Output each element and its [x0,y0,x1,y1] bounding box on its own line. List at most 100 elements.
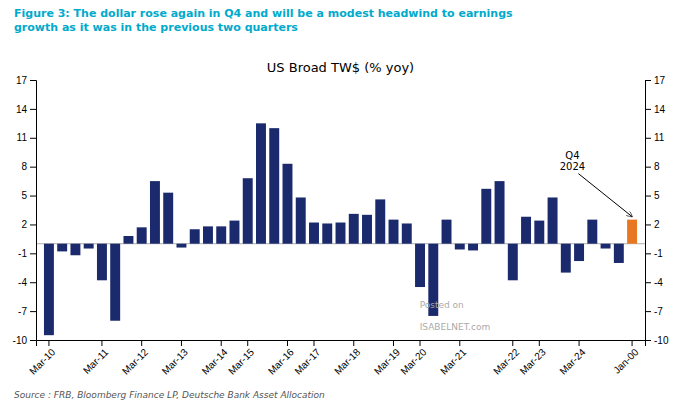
x-tick-label: Mar-17 [292,346,322,376]
y2-tick-mark [645,138,651,139]
x-tick-mark [287,340,288,346]
bar [97,244,107,281]
bar [402,223,412,243]
y2-tick: 5 [645,190,660,201]
x-tick-mark [313,340,314,346]
y-tick-mark [30,196,36,197]
x-tick: Mar-21 [438,340,468,377]
figure-title-line: Figure 3: The dollar rose again in Q4 an… [14,7,513,20]
y-tick-label: 14 [16,104,28,115]
figure-title-line: growth as it was in the previous two qua… [14,21,298,34]
bar [389,220,399,244]
bar [336,223,346,244]
y-tick: 14 [16,104,36,115]
bar [495,181,505,244]
y-tick-label: 5 [21,190,27,201]
y-tick-mark [30,138,36,139]
watermark: Posted onISABELNET.com [420,300,491,332]
y-tick-label: -7 [18,306,27,317]
x-tick-mark [221,340,222,346]
x-tick-mark [459,340,460,346]
source: Source : FRB, Bloomberg Finance LP, Deut… [14,390,325,400]
chart-title: US Broad TW$ (% yoy) [267,60,414,75]
x-tick-mark [181,340,182,346]
bar [442,220,452,244]
x-axis: Mar-10Mar-11Mar-12Mar-13Mar-14Mar-15Mar-… [27,340,645,377]
y2-axis-line [646,81,652,341]
bar [57,244,67,252]
x-tick: Mar-16 [266,340,296,377]
bar [70,244,80,256]
chart: Figure 3: The dollar rose again in Q4 an… [0,0,681,404]
x-tick-label: Mar-19 [372,346,402,376]
x-tick-mark [539,340,540,346]
y-tick-mark [30,224,36,225]
y2-tick: -1 [645,248,663,259]
y2-tick-mark [645,167,651,168]
y-tick: -4 [18,277,36,288]
y2-tick-label: 14 [654,104,666,115]
y2-tick-mark [645,253,651,254]
bar [123,236,133,244]
y-tick: -7 [18,306,36,317]
bar [216,226,226,243]
y2-tick-mark [645,109,651,110]
bar [455,244,465,250]
y-axis: -10-7-4-1258111417 [13,75,37,346]
bar [614,244,624,263]
x-tick: Mar-24 [557,340,587,377]
bar [44,244,54,335]
x-tick-label: Mar-10 [27,346,57,376]
x-tick-label: Mar-21 [438,346,468,376]
y-tick-mark [30,282,36,283]
y-tick-label: -4 [18,277,27,288]
x-tick-label: Mar-23 [518,346,548,376]
x-axis-line [37,341,646,347]
x-tick-mark [141,340,142,346]
x-tick-label: Mar-18 [332,346,362,376]
bar [375,199,385,243]
annotation: Q42024 [560,150,585,172]
y2-tick: 11 [645,132,665,143]
y-tick-mark [30,253,36,254]
y-tick: -1 [18,248,36,259]
x-tick-label: Mar-16 [266,346,296,376]
x-tick: Mar-10 [27,340,57,377]
y2-tick-label: 8 [654,161,660,172]
bar [269,128,279,244]
bar [203,226,213,243]
annotation-line: 2024 [560,161,585,172]
x-tick-mark [101,340,102,346]
x-tick-label: Mar-15 [226,346,256,376]
y-tick: 8 [21,161,36,172]
y-tick-mark [30,340,36,341]
plot: US Broad TW$ (% yoy) Mar-10 Mar-11 Mar-12 Ma… [13,60,669,377]
x-tick: Mar-22 [491,340,521,377]
y-tick-label: 2 [21,219,27,230]
y-tick-label: -1 [18,248,27,259]
bar [468,244,478,251]
x-tick-label: Jan-00 [611,346,641,376]
annotation-arrow [578,174,632,217]
x-tick-label: Mar-12 [120,346,150,376]
x-tick: Mar-23 [518,340,548,377]
y2-tick-mark [645,196,651,197]
y-tick: 5 [21,190,36,201]
bar [176,244,186,248]
bar [601,244,611,249]
bar [548,197,558,243]
y2-tick: 17 [645,75,666,86]
x-tick-mark [353,340,354,346]
y2-tick-label: -4 [654,277,663,288]
x-tick-label: Mar-11 [81,346,111,376]
bar [415,244,425,287]
figure-title: Figure 3: The dollar rose again in Q4 an… [14,7,513,34]
x-tick-mark [512,340,513,346]
y-tick-label: -10 [13,335,28,346]
x-tick: Jan-00 [611,340,641,376]
y2-tick: 8 [645,161,660,172]
x-tick: Mar-15 [226,340,256,377]
y-tick: 2 [21,219,36,230]
x-tick-mark [48,340,49,346]
bar [574,244,584,261]
